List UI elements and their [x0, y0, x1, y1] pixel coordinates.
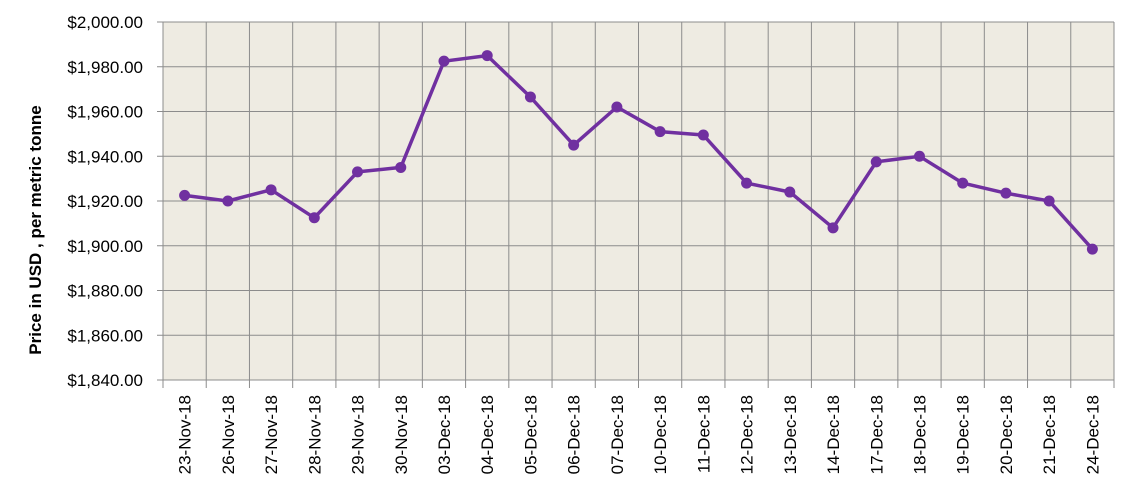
data-point — [568, 139, 580, 151]
y-axis-tick-labels: $1,840.00 $1,860.00 $1,880.00 $1,900.00 $1,9… — [67, 13, 143, 390]
x-tick-label: 20-Dec-18 — [997, 395, 1016, 474]
x-tick-label: 23-Nov-18 — [176, 395, 195, 474]
y-tick-label: $1,840.00 — [67, 371, 143, 390]
y-tick-label: $1,940.00 — [67, 147, 143, 166]
vertical-gridlines — [162, 22, 1115, 388]
horizontal-gridlines — [157, 21, 1114, 381]
x-tick-label: 10-Dec-18 — [651, 395, 670, 474]
data-point — [611, 101, 623, 113]
x-tick-label: 21-Dec-18 — [1040, 395, 1059, 474]
data-point — [654, 126, 666, 138]
x-tick-label: 04-Dec-18 — [478, 395, 497, 474]
y-tick-label: $1,900.00 — [67, 237, 143, 256]
x-tick-label: 07-Dec-18 — [608, 395, 627, 474]
data-point — [1043, 195, 1055, 207]
x-tick-label: 05-Dec-18 — [521, 395, 540, 474]
x-tick-label: 11-Dec-18 — [694, 395, 713, 473]
data-point — [352, 166, 364, 178]
y-tick-label: $1,980.00 — [67, 58, 143, 77]
y-tick-label: $2,000.00 — [67, 13, 143, 32]
y-axis-title: Price in USD , per metric tonne — [26, 105, 45, 354]
data-point — [870, 156, 882, 168]
x-tick-label: 03-Dec-18 — [435, 395, 454, 474]
data-point — [913, 150, 925, 162]
x-tick-label: 06-Dec-18 — [565, 395, 584, 474]
data-point — [957, 177, 969, 189]
data-point — [1000, 187, 1012, 199]
data-point — [697, 129, 709, 141]
y-tick-label: $1,880.00 — [67, 282, 143, 301]
data-point — [395, 161, 407, 173]
data-point — [481, 50, 493, 62]
x-tick-label: 28-Nov-18 — [305, 395, 324, 474]
data-point — [179, 189, 191, 201]
x-tick-label: 29-Nov-18 — [349, 395, 368, 474]
data-point — [265, 184, 277, 196]
data-point — [308, 212, 320, 224]
x-tick-label: 30-Nov-18 — [392, 395, 411, 474]
series-group — [179, 50, 1098, 255]
x-tick-label: 24-Dec-18 — [1083, 395, 1102, 474]
data-point — [741, 177, 753, 189]
y-tick-label: $1,960.00 — [67, 103, 143, 122]
x-tick-label: 27-Nov-18 — [262, 395, 281, 474]
x-tick-label: 19-Dec-18 — [954, 395, 973, 474]
x-tick-label: 17-Dec-18 — [867, 395, 886, 474]
y-tick-label: $1,920.00 — [67, 192, 143, 211]
data-point — [524, 91, 536, 103]
x-tick-label: 12-Dec-18 — [738, 395, 757, 474]
data-point — [1086, 243, 1098, 255]
series-line — [184, 53, 1094, 251]
data-point — [827, 222, 839, 234]
data-point — [784, 186, 796, 198]
x-tick-label: 18-Dec-18 — [910, 395, 929, 474]
x-tick-label: 26-Nov-18 — [219, 395, 238, 474]
x-axis-tick-labels: 23-Nov-18 26-Nov-18 27-Nov-18 28-Nov-18 29-N… — [176, 395, 1103, 474]
x-tick-label: 14-Dec-18 — [824, 395, 843, 474]
y-tick-label: $1,860.00 — [67, 326, 143, 345]
data-point — [438, 55, 450, 67]
data-point — [222, 195, 234, 207]
x-tick-label: 13-Dec-18 — [781, 395, 800, 474]
